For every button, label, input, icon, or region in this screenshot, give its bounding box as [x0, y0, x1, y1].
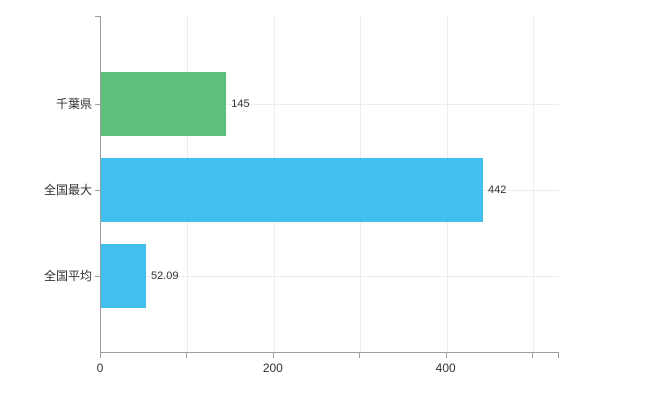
bar-0	[101, 72, 227, 136]
x-tick-label: 0	[96, 361, 104, 375]
bar-value-label: 52.09	[151, 270, 179, 282]
x-axis-tick	[272, 353, 274, 358]
x-axis-tick	[532, 353, 534, 358]
x-axis-tick	[445, 353, 447, 358]
x-axis-tick	[558, 353, 559, 358]
horizontal-gridline	[101, 276, 559, 277]
category-label: 全国平均	[43, 269, 92, 283]
y-axis-tick	[95, 276, 100, 277]
category-label: 全国最大	[43, 183, 92, 197]
bar-value-label: 145	[231, 98, 250, 110]
horizontal-gridline	[101, 104, 559, 105]
y-axis-tick	[95, 104, 100, 105]
y-axis-tick	[95, 190, 100, 191]
x-axis-tick	[186, 353, 188, 358]
category-label: 千葉県	[55, 97, 92, 111]
x-tick-label: 200	[262, 361, 283, 375]
x-tick-label: 400	[435, 361, 456, 375]
bar-1	[101, 158, 483, 222]
x-axis-tick	[359, 353, 361, 358]
bar-2	[101, 244, 146, 308]
bar-value-label: 442	[487, 184, 507, 196]
y-axis-tick	[95, 16, 100, 17]
vertical-gridline	[533, 16, 535, 352]
x-axis-tick	[100, 353, 101, 358]
plot-area: 145 442 52.09	[100, 16, 559, 353]
